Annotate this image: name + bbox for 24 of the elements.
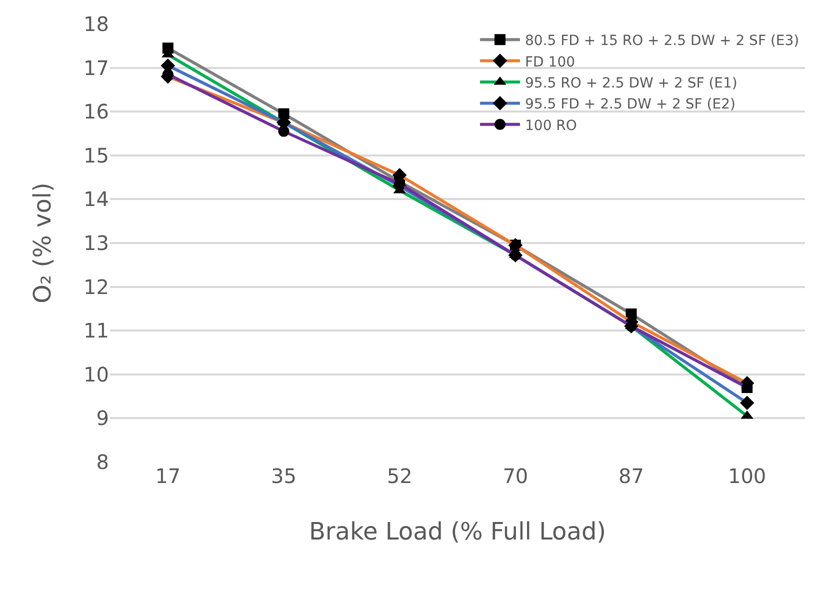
legend-label: FD 100 bbox=[525, 54, 576, 70]
legend-label: 80.5 FD + 15 RO + 2.5 DW + 2 SF (E3) bbox=[525, 33, 800, 50]
y-tick-label: 18 bbox=[84, 12, 109, 36]
y-tick-label: 12 bbox=[84, 274, 109, 299]
y-tick-label: 17 bbox=[84, 56, 109, 80]
y-tick-label: 11 bbox=[84, 318, 109, 343]
x-tick-label: 70 bbox=[502, 464, 528, 488]
x-tick-label: 87 bbox=[618, 464, 644, 488]
legend-label: 95.5 FD + 2.5 DW + 2 SF (E2) bbox=[525, 96, 736, 113]
x-tick-label: 17 bbox=[155, 464, 181, 488]
x-tick-label: 35 bbox=[271, 464, 296, 488]
y-tick-label: 15 bbox=[84, 143, 109, 168]
y-tick-label: 9 bbox=[96, 406, 109, 430]
y-tick-label: 14 bbox=[84, 187, 109, 212]
y-tick-label: 8 bbox=[96, 450, 109, 474]
x-tick-label: 52 bbox=[386, 464, 412, 488]
y-tick-label: 16 bbox=[84, 100, 109, 124]
x-tick-label: 100 bbox=[728, 464, 766, 488]
x-axis-title: Brake Load (% Full Load) bbox=[308, 517, 606, 546]
y-tick-label: 10 bbox=[84, 362, 109, 386]
y-tick-label: 13 bbox=[84, 231, 109, 255]
y-axis-title: O₂ (% vol) bbox=[28, 182, 57, 304]
legend-label: 100 RO bbox=[525, 118, 577, 134]
legend-label: 95.5 RO + 2.5 DW + 2 SF (E1) bbox=[525, 75, 738, 92]
